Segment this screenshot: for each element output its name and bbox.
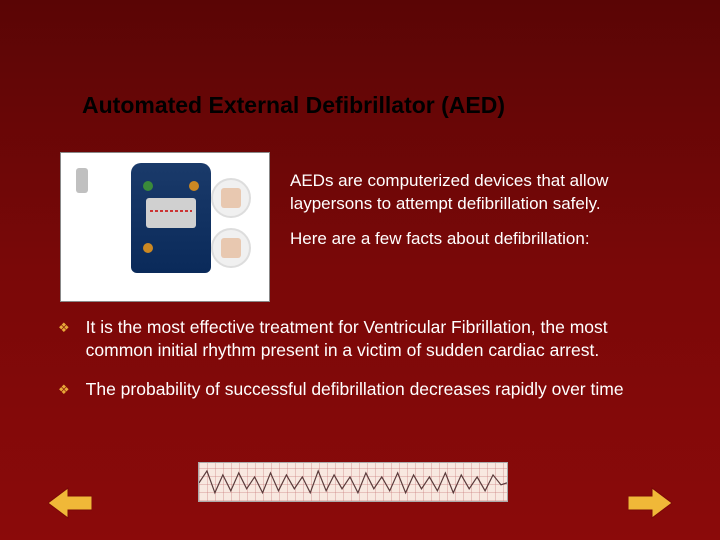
arrow-right-icon <box>628 486 672 520</box>
arrow-left-icon <box>48 486 92 520</box>
prev-slide-button[interactable] <box>48 486 92 520</box>
aed-device-image <box>60 152 270 302</box>
ecg-trace <box>199 463 507 503</box>
bullet-text: It is the most effective treatment for V… <box>86 316 668 362</box>
aed-device-body <box>131 163 211 273</box>
next-slide-button[interactable] <box>628 486 672 520</box>
bullet-list: ❖ It is the most effective treatment for… <box>58 316 668 416</box>
list-item: ❖ It is the most effective treatment for… <box>58 316 668 362</box>
list-item: ❖ The probability of successful defibril… <box>58 378 668 401</box>
diamond-bullet-icon: ❖ <box>58 382 70 399</box>
bullet-text: The probability of successful defibrilla… <box>86 378 624 401</box>
slide-title: Automated External Defibrillator (AED) <box>82 92 505 119</box>
intro-paragraph-1: AEDs are computerized devices that allow… <box>290 170 690 216</box>
intro-text-block: AEDs are computerized devices that allow… <box>290 170 690 251</box>
ecg-rhythm-strip <box>198 462 508 502</box>
intro-paragraph-2: Here are a few facts about defibrillatio… <box>290 228 690 251</box>
diamond-bullet-icon: ❖ <box>58 320 70 337</box>
aed-cable <box>76 168 126 218</box>
aed-electrode-pads <box>211 178 259 273</box>
